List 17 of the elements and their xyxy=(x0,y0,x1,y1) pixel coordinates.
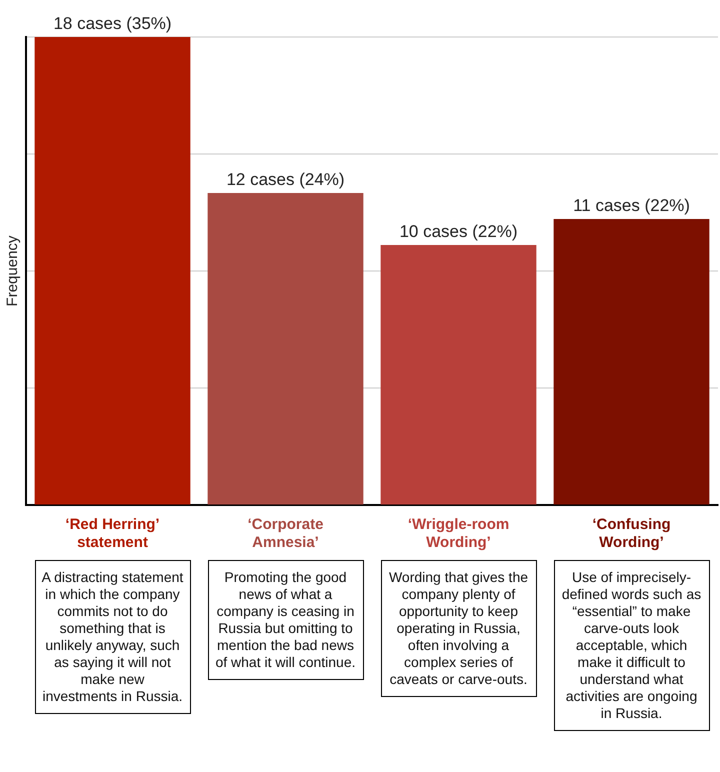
data-label: 10 cases (22%) xyxy=(399,222,518,242)
y-axis-title: Frequency xyxy=(4,235,22,306)
text: Wording that gives the company plenty of opportunity to keep operating in Russia, often involving a complex series of caveats or carve-outs. xyxy=(380,560,536,697)
x-tick-label: ‘Corporate Amnesia’ xyxy=(248,516,324,552)
bar xyxy=(554,219,710,504)
bar xyxy=(380,245,536,504)
bar xyxy=(34,37,190,504)
data-label: 11 cases (22%) xyxy=(573,196,690,216)
text: Use of imprecisely-defined words such as “essential” to make carve-outs look acceptable, which make it difficult to understand what activities are ongoing in Russia. xyxy=(562,569,702,721)
bar xyxy=(208,193,364,504)
data-label: 18 cases (35%) xyxy=(53,14,172,34)
text: A distracting statement in which the company commits not to do something that is unlikely anyway, such as saying it will not make new investments in Russia. xyxy=(34,560,190,714)
x-tick-label: ‘Red Herring’ statement xyxy=(65,516,160,552)
x-tick-label: ‘Confusing Wording’ xyxy=(592,516,671,552)
data-label: 12 cases (24%) xyxy=(226,170,345,190)
x-tick-label: ‘Wriggle-room Wording’ xyxy=(408,516,510,552)
text: Promoting the good news of what a company is ceasing in Russia but omitting to mention the bad news of what it will continue. xyxy=(208,560,364,680)
